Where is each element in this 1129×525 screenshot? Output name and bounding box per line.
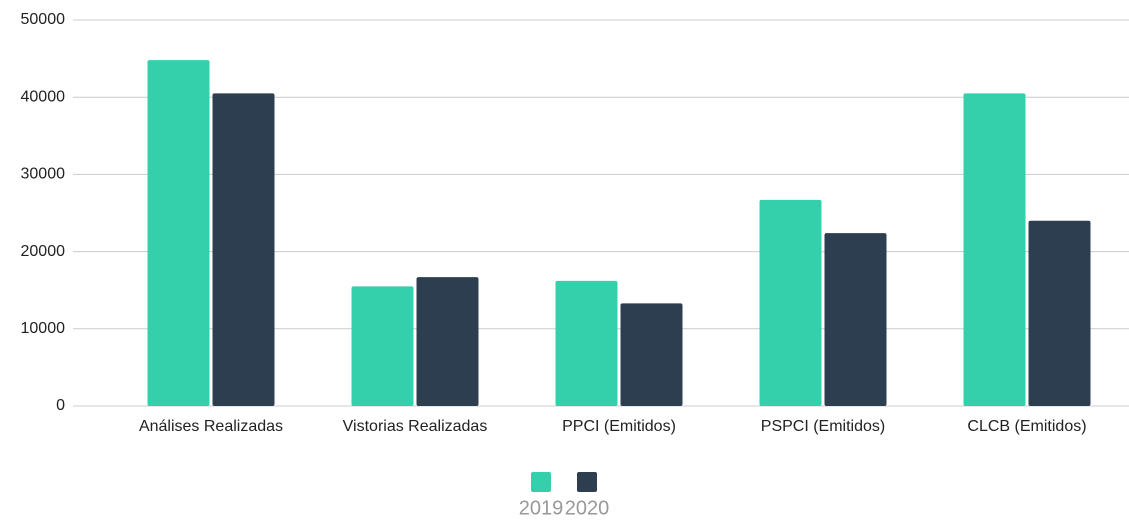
legend-swatch <box>577 472 597 492</box>
bar <box>1028 220 1091 406</box>
y-tick-label: 20000 <box>21 243 66 260</box>
x-tick-label: Vistorias Realizadas <box>343 418 488 435</box>
bar <box>963 93 1026 406</box>
bar <box>620 303 683 406</box>
x-tick-label: PSPCI (Emitidos) <box>761 418 885 435</box>
bar <box>212 93 275 406</box>
x-tick-label: PPCI (Emitidos) <box>562 418 676 435</box>
legend-swatch <box>531 472 551 492</box>
bar <box>351 286 414 406</box>
legend-label: 2020 <box>565 497 610 519</box>
bar <box>824 233 887 406</box>
bar <box>147 60 210 406</box>
x-tick-label: Análises Realizadas <box>139 418 283 435</box>
bar <box>416 277 479 406</box>
bar <box>759 199 822 406</box>
y-tick-label: 40000 <box>21 88 66 105</box>
y-tick-label: 50000 <box>21 11 66 28</box>
y-tick-label: 0 <box>56 397 65 414</box>
bar <box>555 280 618 406</box>
y-tick-label: 10000 <box>21 320 66 337</box>
y-tick-label: 30000 <box>21 166 66 183</box>
legend-label: 2019 <box>519 497 564 519</box>
x-tick-label: CLCB (Emitidos) <box>967 418 1086 435</box>
